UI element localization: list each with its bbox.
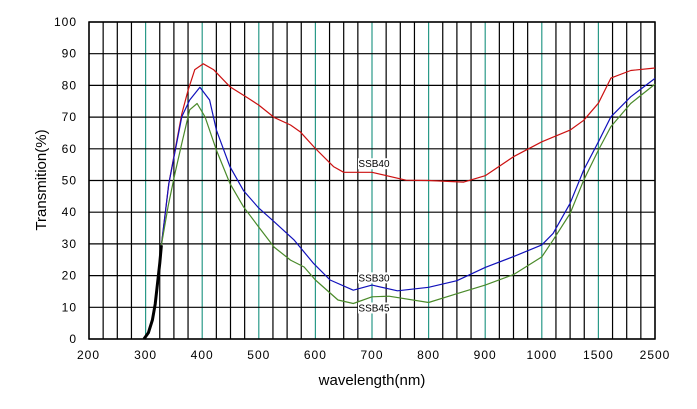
grid	[88, 21, 656, 340]
y-tick-labels: 0 10 20 30 40 50 60 70 80 90 100	[54, 15, 77, 346]
series-annotation-ssb40: SSB40	[358, 159, 390, 170]
x-tick-label: 300	[134, 348, 157, 362]
x-tick-labels: 200 300 400 500 600 700 800 900 1000 1500 2500	[77, 348, 671, 362]
y-tick-label: 40	[62, 205, 77, 219]
series-line-ssb40	[160, 63, 656, 246]
annotation-background	[358, 302, 390, 314]
y-tick-label: 20	[62, 269, 77, 283]
x-axis-label: wavelength(nm)	[318, 372, 426, 389]
curves	[142, 63, 656, 340]
x-tick-label: 500	[247, 348, 270, 362]
y-axis-label: Transmition(%)	[33, 129, 50, 230]
y-tick-label: 30	[62, 237, 77, 251]
annotation-background	[358, 158, 390, 170]
annotations: SSB40 SSB30 SSB45	[358, 158, 390, 314]
y-tick-label: 90	[62, 47, 77, 61]
x-tick-label: 400	[191, 348, 214, 362]
series-line-ssb45	[160, 83, 656, 305]
y-tick-label: 100	[54, 15, 77, 29]
x-tick-label: 900	[474, 348, 497, 362]
annotation-background	[358, 272, 390, 284]
y-tick-label: 0	[69, 332, 77, 346]
y-tick-label: 70	[62, 110, 77, 124]
y-tick-label: 10	[62, 300, 77, 314]
x-tick-label: 2500	[640, 348, 671, 362]
common-onset-line	[142, 245, 163, 340]
x-tick-label: 600	[304, 348, 327, 362]
x-tick-label: 200	[77, 348, 100, 362]
y-tick-label: 50	[62, 174, 77, 188]
x-tick-label: 1000	[526, 348, 557, 362]
x-tick-label: 700	[360, 348, 383, 362]
y-tick-label: 80	[62, 78, 77, 92]
plot-frame	[88, 21, 656, 340]
series-annotation-ssb45: SSB45	[358, 303, 390, 314]
series-line-ssb30	[160, 77, 656, 292]
x-tick-label: 1500	[583, 348, 614, 362]
x-tick-label: 800	[417, 348, 440, 362]
y-tick-label: 60	[62, 142, 77, 156]
series-annotation-ssb30: SSB30	[358, 273, 390, 284]
